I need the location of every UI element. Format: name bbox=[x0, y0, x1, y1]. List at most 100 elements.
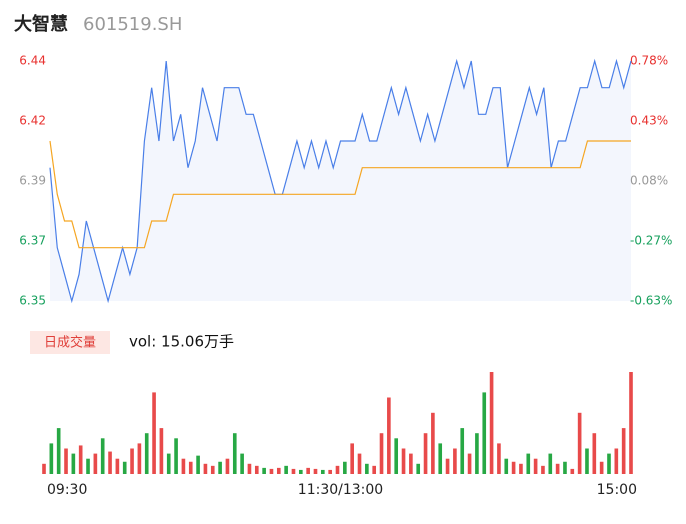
volume-bar bbox=[240, 453, 244, 474]
volume-bar bbox=[482, 392, 487, 474]
volume-bar bbox=[365, 463, 369, 474]
y-tick-label: 6.44 bbox=[19, 54, 46, 68]
volume-bar bbox=[174, 438, 178, 474]
volume-bar bbox=[541, 465, 545, 474]
y2-tick-label: 0.78% bbox=[630, 54, 668, 68]
y-tick-label: 6.37 bbox=[19, 234, 46, 248]
volume-bar bbox=[181, 458, 186, 474]
volume-bar bbox=[306, 467, 310, 474]
x-tick-label: 15:00 bbox=[597, 482, 637, 498]
volume-bar bbox=[416, 463, 421, 474]
volume-bar bbox=[423, 433, 428, 474]
volume-bar bbox=[453, 448, 457, 474]
volume-bar bbox=[533, 458, 538, 474]
volume-bar bbox=[526, 453, 531, 474]
volume-bar bbox=[372, 465, 377, 474]
stock-code: 601519.SH bbox=[83, 14, 182, 35]
volume-bar bbox=[504, 458, 509, 474]
volume-bar bbox=[247, 463, 252, 474]
average-line bbox=[49, 140, 631, 249]
x-tick-label: 11:30/13:00 bbox=[298, 482, 383, 498]
y2-tick-label: 0.43% bbox=[630, 114, 668, 128]
volume-bar bbox=[379, 433, 384, 474]
y2-tick-label: -0.27% bbox=[630, 234, 672, 248]
volume-bar bbox=[210, 465, 215, 474]
volume-bar bbox=[497, 443, 501, 474]
volume-bar bbox=[122, 461, 127, 474]
volume-bar bbox=[563, 461, 567, 474]
volume-bar bbox=[592, 433, 597, 474]
volume-bar bbox=[313, 468, 318, 474]
volume-bar bbox=[218, 461, 222, 474]
volume-bar bbox=[511, 461, 516, 474]
volume-bar bbox=[431, 412, 435, 474]
volume-bar bbox=[621, 428, 626, 474]
volume-bar bbox=[100, 438, 105, 474]
volume-bar bbox=[328, 469, 332, 474]
volume-bar bbox=[467, 453, 472, 474]
volume-bar bbox=[335, 465, 340, 474]
volume-bar bbox=[115, 458, 120, 474]
x-tick-label: 09:30 bbox=[47, 482, 87, 498]
volume-bar bbox=[394, 438, 399, 474]
volume-bar bbox=[137, 443, 142, 474]
volume-bar bbox=[438, 443, 443, 474]
y-tick-label: 6.35 bbox=[19, 294, 46, 308]
volume-bar bbox=[93, 453, 98, 474]
volume-bar bbox=[599, 461, 604, 474]
volume-bar bbox=[49, 443, 54, 474]
volume-bar bbox=[298, 469, 303, 474]
y-tick-label: 6.39 bbox=[19, 174, 46, 188]
stock-name: 大智慧 bbox=[14, 13, 68, 35]
volume-bar bbox=[64, 448, 68, 474]
volume-bar bbox=[475, 433, 479, 474]
price-line bbox=[49, 58, 632, 304]
volume-bar bbox=[284, 465, 288, 474]
volume-bar bbox=[159, 428, 164, 474]
volume-bar bbox=[409, 453, 413, 474]
price-area bbox=[50, 61, 631, 301]
volume-bar bbox=[86, 458, 90, 474]
volume-bar bbox=[519, 463, 523, 474]
volume-total: vol: 15.06万手 bbox=[129, 333, 234, 351]
y2-tick-label: 0.08% bbox=[630, 174, 668, 188]
volume-bar bbox=[548, 453, 553, 474]
volume-bar bbox=[607, 453, 611, 474]
volume-bar bbox=[276, 467, 281, 474]
volume-bar bbox=[350, 443, 354, 474]
y-tick-label: 6.42 bbox=[19, 114, 46, 128]
volume-bar bbox=[291, 468, 296, 474]
volume-bar bbox=[144, 433, 149, 474]
volume-label-box bbox=[30, 331, 110, 354]
y2-tick-label: -0.63% bbox=[630, 294, 672, 308]
volume-bar bbox=[152, 392, 156, 474]
volume-bar bbox=[489, 372, 494, 474]
volume-bar bbox=[357, 453, 362, 474]
volume-bar bbox=[445, 458, 450, 474]
volume-bar bbox=[225, 458, 230, 474]
volume-bar bbox=[188, 461, 193, 474]
volume-bar bbox=[387, 397, 391, 474]
volume-bar bbox=[343, 461, 347, 474]
volume-bar bbox=[585, 448, 589, 474]
volume-label: 日成交量 bbox=[44, 335, 96, 351]
volume-bar bbox=[196, 455, 200, 474]
volume-bar bbox=[269, 468, 274, 474]
volume-bar bbox=[108, 451, 112, 474]
volume-bar bbox=[166, 453, 171, 474]
volume-bar bbox=[232, 433, 237, 474]
volume-bar bbox=[460, 428, 465, 474]
volume-bar bbox=[577, 412, 582, 474]
volume-bar bbox=[321, 469, 325, 474]
volume-bar bbox=[254, 465, 259, 474]
volume-bar bbox=[56, 428, 61, 474]
volume-bar bbox=[130, 448, 134, 474]
volume-bar bbox=[614, 448, 619, 474]
volume-bar bbox=[262, 467, 266, 474]
volume-bar bbox=[555, 463, 560, 474]
volume-bar bbox=[570, 468, 575, 474]
volume-bar bbox=[629, 372, 633, 474]
volume-bar bbox=[71, 453, 76, 474]
volume-bar bbox=[78, 445, 83, 474]
